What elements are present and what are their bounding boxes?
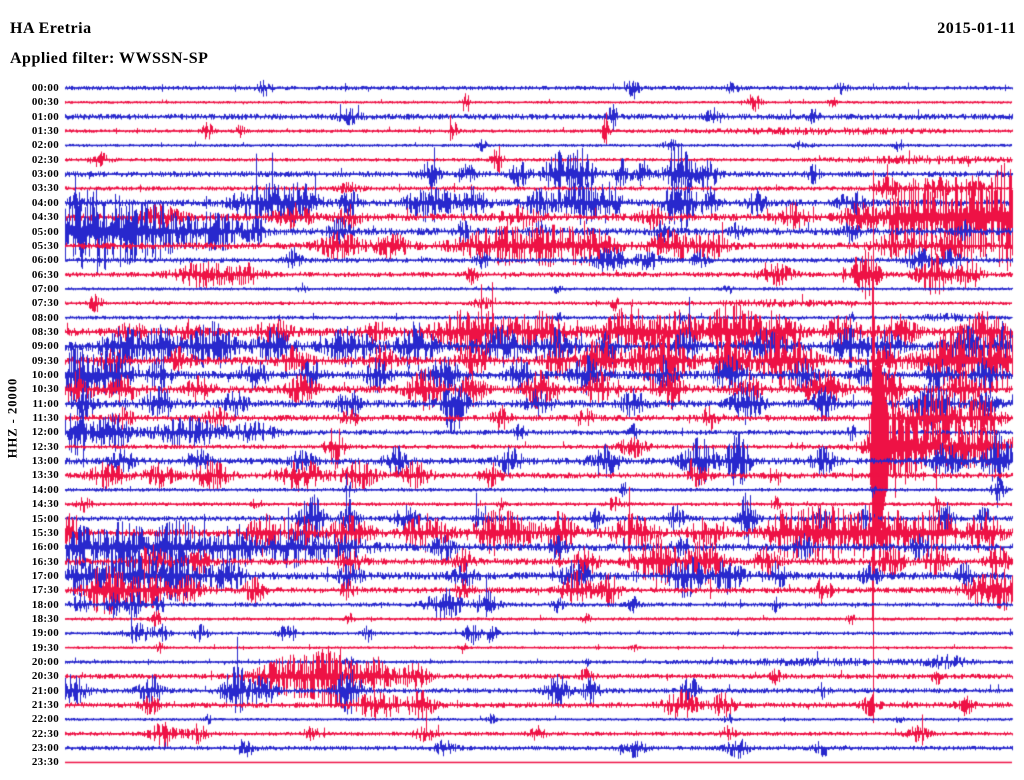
- time-label: 04:30: [31, 211, 59, 224]
- time-label: 05:00: [31, 225, 59, 238]
- time-label: 22:00: [31, 713, 59, 726]
- time-label: 18:00: [31, 598, 59, 611]
- time-label: 21:30: [31, 699, 59, 712]
- time-label: 01:00: [31, 110, 59, 123]
- time-label: 07:00: [31, 282, 59, 295]
- time-label: 11:00: [32, 397, 59, 410]
- filter-label: Applied filter: WWSSN-SP: [10, 50, 209, 67]
- time-label: 19:00: [31, 627, 59, 640]
- time-label: 06:00: [31, 254, 59, 267]
- time-label: 12:30: [31, 440, 59, 453]
- time-label: 07:30: [31, 297, 59, 310]
- time-label: 00:00: [31, 82, 59, 94]
- time-label: 09:00: [31, 340, 59, 353]
- time-label: 02:30: [31, 153, 59, 166]
- time-label: 17:30: [31, 584, 59, 597]
- time-label: 15:30: [31, 526, 59, 539]
- time-label: 20:00: [31, 656, 59, 668]
- time-label: 00:30: [31, 96, 59, 109]
- station-title: HA Eretria: [10, 20, 92, 37]
- time-label: 23:30: [31, 756, 59, 769]
- time-label: 03:00: [31, 168, 59, 181]
- time-label: 19:30: [31, 641, 59, 654]
- time-label: 23:00: [31, 742, 59, 755]
- time-label: 11:30: [32, 412, 59, 425]
- time-label: 05:30: [31, 239, 59, 252]
- time-label: 10:30: [31, 383, 59, 396]
- time-label: 08:30: [31, 325, 59, 338]
- time-label: 16:30: [31, 555, 59, 568]
- time-label: 03:30: [31, 182, 59, 195]
- time-label: 20:30: [31, 670, 59, 683]
- time-label: 06:30: [31, 268, 59, 281]
- time-label: 13:30: [31, 469, 59, 482]
- time-label: 15:00: [31, 512, 59, 525]
- time-label: 01:30: [31, 125, 59, 138]
- time-label: 16:00: [31, 541, 59, 554]
- time-label: 10:00: [31, 369, 59, 381]
- date-label: 2015-01-11: [937, 20, 1016, 37]
- time-label: 02:00: [31, 139, 59, 152]
- time-label: 09:30: [31, 354, 59, 367]
- time-label: 22:30: [31, 727, 59, 740]
- time-label: 04:00: [31, 196, 59, 209]
- time-label: 12:00: [31, 426, 59, 439]
- time-label: 21:00: [31, 684, 59, 697]
- time-label: 18:30: [31, 612, 59, 625]
- time-label: 13:00: [31, 455, 59, 468]
- time-label: 14:00: [31, 483, 59, 496]
- time-label: 17:00: [31, 569, 59, 582]
- time-label: 14:30: [31, 498, 59, 511]
- time-label: 08:00: [31, 311, 59, 324]
